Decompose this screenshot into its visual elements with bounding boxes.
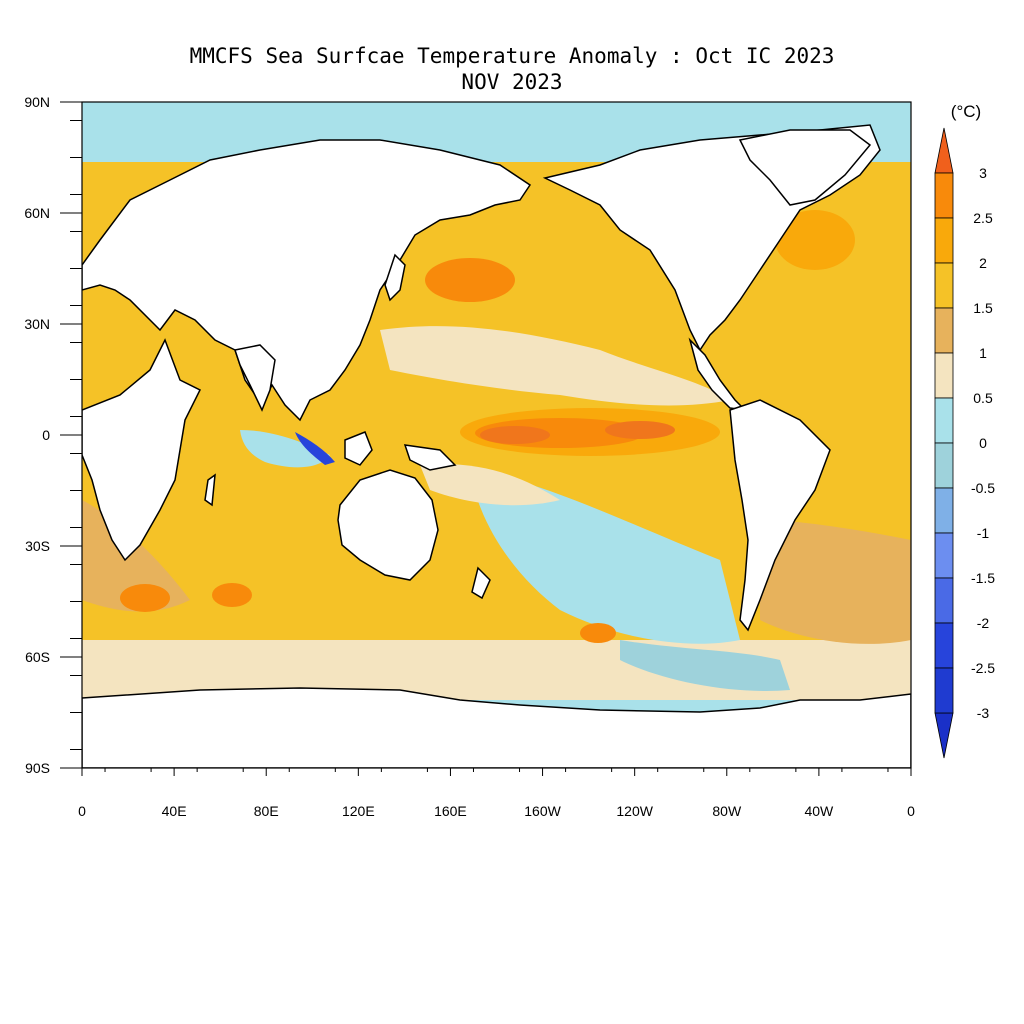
n-atlantic-warm	[775, 210, 855, 270]
colorbar: (°C) 3 2.5 2 1.5 1 0.5 0 -0.5 -1 -1.5 -2 -2.5 -3	[934, 102, 995, 759]
s-pacific-warm	[580, 623, 616, 643]
x-tick-label: 120W	[616, 803, 653, 819]
colorbar-swatch	[934, 172, 954, 219]
x-tick-label: 80E	[254, 803, 279, 819]
australia	[337, 469, 439, 581]
north-pacific-neutral	[380, 326, 730, 406]
colorbar-label: 1	[979, 345, 987, 361]
colorbar-unit: (°C)	[951, 102, 981, 121]
colorbar-label: -2	[977, 615, 990, 631]
y-tick-label: 90N	[24, 94, 50, 110]
colorbar-swatch	[934, 577, 954, 624]
colorbar-swatch	[934, 352, 954, 399]
x-tick-label: 80W	[712, 803, 742, 819]
x-tick-label: 160E	[434, 803, 467, 819]
y-tick-label: 0	[42, 427, 50, 443]
colorbar-label: 2	[979, 255, 987, 271]
colorbar-label: -0.5	[971, 480, 995, 496]
colorbar-bottom-triangle	[934, 712, 954, 759]
sumatra-cold-spot	[295, 432, 335, 465]
south-america	[729, 399, 831, 632]
drake-cool-area	[620, 640, 790, 691]
japan	[384, 253, 406, 302]
colorbar-swatch	[934, 487, 954, 534]
map-subtitle: NOV 2023	[461, 70, 563, 94]
x-tick-label: 40W	[804, 803, 834, 819]
x-tick-label: 40E	[162, 803, 187, 819]
map-title: MMCFS Sea Surfcae Temperature Anomaly : …	[189, 44, 835, 68]
madagascar	[204, 473, 216, 507]
colorbar-label: 0	[979, 435, 987, 451]
colorbar-swatch	[934, 397, 954, 444]
colorbar-swatch	[934, 667, 954, 714]
se-pacific-cool-area	[470, 470, 740, 644]
colorbar-label: 1.5	[973, 300, 993, 316]
colorbar-swatch	[934, 262, 954, 309]
s-indian-warm-1	[120, 584, 170, 612]
y-axis: 90N 60N 30N 0 30S 60S 90S	[24, 94, 82, 776]
colorbar-label: 2.5	[973, 210, 993, 226]
colorbar-swatch	[934, 622, 954, 669]
new-zealand	[471, 566, 491, 600]
y-tick-label: 60N	[24, 205, 50, 221]
colorbar-label: -3	[977, 705, 990, 721]
colorbar-top-triangle	[934, 127, 954, 174]
colorbar-swatch	[934, 442, 954, 489]
x-tick-label: 160W	[524, 803, 561, 819]
greenland	[738, 129, 872, 206]
x-tick-label: 120E	[342, 803, 375, 819]
antarctica	[82, 687, 911, 768]
eio-cool-area	[240, 430, 330, 468]
s-atlantic-east-warm	[760, 520, 911, 644]
borneo	[344, 431, 373, 466]
sw-pacific-neutral	[420, 464, 560, 506]
s-indian-warm-2	[212, 583, 252, 607]
eurasia	[82, 139, 532, 422]
colorbar-swatch	[934, 532, 954, 579]
y-tick-label: 30S	[25, 538, 50, 554]
colorbar-label: 3	[979, 165, 987, 181]
x-tick-label: 0	[78, 803, 86, 819]
y-tick-label: 90S	[25, 760, 50, 776]
colorbar-swatch	[934, 217, 954, 264]
colorbar-label: 0.5	[973, 390, 993, 406]
anomaly-field	[82, 102, 911, 768]
x-axis: 0 40E 80E 120E 160E 160W 120W 80W 40W 0	[78, 768, 915, 819]
el-nino-peak-west	[480, 426, 550, 444]
new-guinea	[403, 444, 457, 471]
land	[82, 124, 911, 768]
colorbar-label: -1.5	[971, 570, 995, 586]
nw-pacific-warm	[425, 258, 515, 302]
india	[234, 344, 276, 412]
colorbar-swatch	[934, 307, 954, 354]
y-tick-label: 60S	[25, 649, 50, 665]
y-tick-label: 30N	[24, 316, 50, 332]
africa	[82, 338, 202, 562]
x-tick-label: 0	[907, 803, 915, 819]
colorbar-label: -2.5	[971, 660, 995, 676]
el-nino-peak-east	[605, 421, 675, 439]
colorbar-label: -1	[977, 525, 990, 541]
